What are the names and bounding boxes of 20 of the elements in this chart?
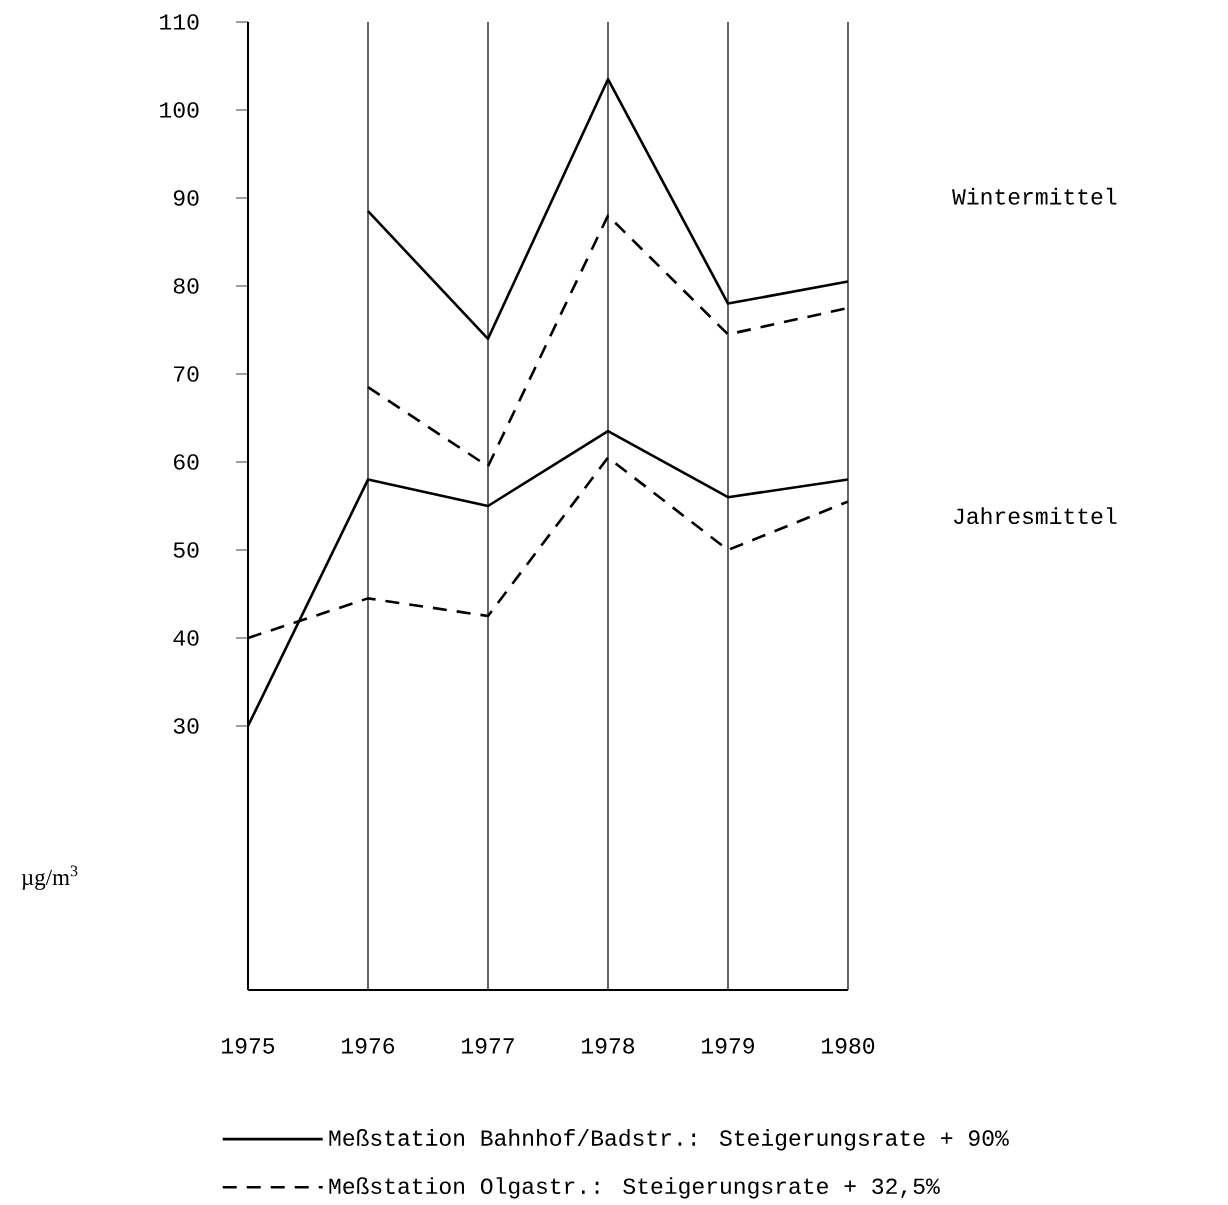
y-tick-label: 70 <box>174 366 199 382</box>
x-tick-label: 1979 <box>702 1037 754 1054</box>
text: Jahresmittel <box>954 507 1117 524</box>
x-tick-label: 1977 <box>462 1037 514 1054</box>
y-tick-label: 40 <box>173 630 199 646</box>
y-tick-label: 100 <box>160 102 199 118</box>
y-tick-label: 90 <box>173 190 199 206</box>
text: Wintermittel <box>952 187 1117 205</box>
x-tick-label: 1980 <box>822 1037 875 1054</box>
y-tick-label: 80 <box>173 278 199 294</box>
y-axis-title: µg/m$^{3}$ <box>21 865 78 890</box>
x-tick-label: 1978 <box>582 1037 635 1054</box>
y-tick-label: 50 <box>173 542 199 558</box>
y-tick-label: 110 <box>160 14 199 30</box>
legend-label: Meßstation Olgastr.: Steigerungsrate + 32,5% <box>329 1177 940 1199</box>
x-tick-label: 1976 <box>342 1037 395 1054</box>
x-tick-label: 1975 <box>222 1037 275 1054</box>
legend-label: Meßstation Bahnhof/Badstr.: Steigerungsrate + 90% <box>329 1128 1009 1151</box>
y-tick-label: 60 <box>174 454 199 470</box>
y-tick-label: 30 <box>173 718 199 734</box>
